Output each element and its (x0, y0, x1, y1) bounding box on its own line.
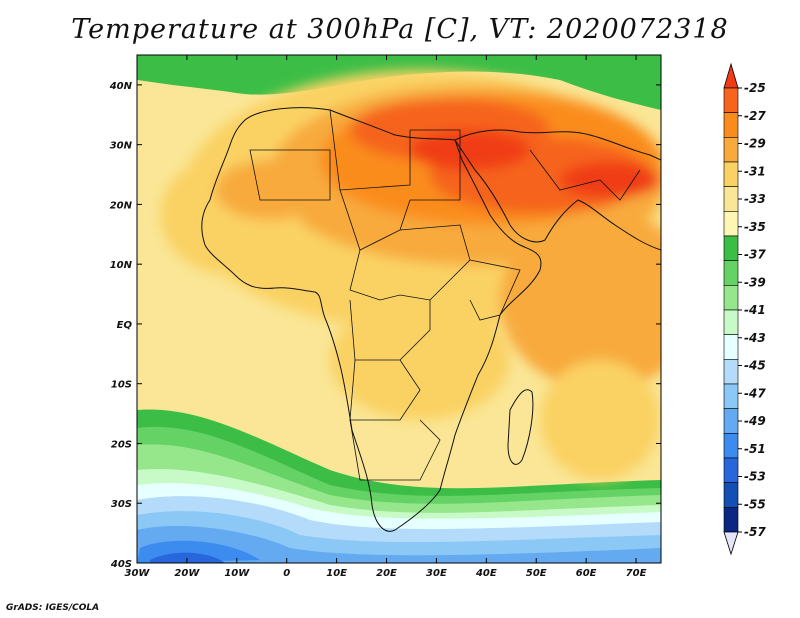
colorbar-label: -29 (744, 137, 766, 151)
temperature-field (137, 55, 661, 563)
lat-tick-label: 20S (111, 439, 132, 450)
colorbar-top-triangle (723, 62, 739, 89)
lat-tick-label: 30N (110, 141, 133, 152)
colorbar-swatch (723, 433, 739, 459)
band-minus-55 (150, 552, 225, 563)
map-frame (136, 54, 662, 564)
border-angola-zambia (349, 359, 421, 421)
lon-tick-label: 30W (125, 568, 151, 579)
colorbar-swatch (723, 482, 739, 508)
africa-coast (201, 107, 542, 532)
border-libya (329, 109, 411, 191)
colorbar: -25 -27 -29 -31 -33 -35 -37 -39 -41 -43 -45 -47 -49 -… (723, 62, 766, 556)
lat-tick-label: 10S (111, 380, 132, 391)
colorbar-swatch (723, 309, 739, 335)
border-sahara-west (249, 149, 331, 201)
colorbar-swatch (723, 507, 739, 533)
colorbar-bottom-triangle (723, 531, 739, 556)
colorbar-label: -39 (744, 275, 766, 289)
colorbar-label: -51 (744, 442, 766, 456)
lat-tick-label: 30S (111, 499, 132, 510)
lon-tick-label: 20W (174, 568, 200, 579)
lon-tick-label: 10E (326, 568, 347, 579)
lon-tick-label: 20E (376, 568, 397, 579)
colorbar-swatch (723, 211, 739, 237)
lon-tick-label: 0 (283, 568, 290, 579)
lon-tick-label: 60E (576, 568, 597, 579)
colorbar-label: -55 (744, 497, 766, 511)
colorbar-swatch (723, 112, 739, 138)
lat-axis: 40N 30N 20N 10N EQ 10S 20S 30S 40S (109, 81, 661, 570)
colorbar-label: -47 (744, 386, 766, 400)
lon-tick-label: 70E (626, 568, 647, 579)
lon-tick-label: 10W (224, 568, 250, 579)
colorbar-label: -33 (744, 192, 766, 206)
colorbar-swatch (723, 260, 739, 286)
colorbar-swatch (723, 334, 739, 360)
colorbar-label: -25 (744, 81, 766, 95)
border-east-africa (469, 259, 521, 321)
colorbar-label: -37 (744, 248, 766, 262)
chart-title: Temperature at 300hPa [C], VT: 202007231… (71, 14, 729, 45)
border-egypt (410, 129, 461, 201)
colorbar-label: -57 (744, 525, 766, 539)
colorbar-label: -31 (744, 164, 766, 178)
lon-tick-label: 30E (426, 568, 447, 579)
border-chad (339, 189, 411, 251)
colorbar-label: -35 (744, 220, 766, 234)
colorbar-label: -49 (744, 414, 766, 428)
lat-tick-label: 10N (110, 260, 133, 271)
colorbar-label: -53 (744, 470, 766, 484)
colorbar-swatch (723, 235, 739, 261)
colorbar-swatch (723, 186, 739, 212)
colorbar-label: -41 (744, 303, 766, 317)
colorbar-swatch (723, 137, 739, 163)
coastlines (201, 107, 661, 532)
lat-tick-label: 40S (110, 559, 132, 570)
colorbar-swatch (723, 383, 739, 409)
colorbar-label: -43 (744, 331, 766, 345)
colorbar-swatch (723, 87, 739, 113)
madagascar-coast (507, 389, 534, 465)
warm-core-group (160, 70, 661, 480)
band-north-minus-37 (137, 55, 661, 110)
lat-tick-label: 20N (110, 200, 133, 211)
border-iran-arabia (529, 149, 641, 201)
lat-tick-label: 40N (109, 81, 133, 92)
lon-tick-label: 50E (526, 568, 547, 579)
colorbar-swatch (723, 408, 739, 434)
border-car (349, 249, 401, 301)
credit-text: GrADS: IGES/COLA (6, 603, 100, 613)
colorbar-swatch (723, 285, 739, 311)
colorbar-label: -27 (744, 109, 766, 123)
colorbar-swatch (723, 359, 739, 385)
band-minus-51 (137, 526, 661, 563)
lat-tick-label: EQ (117, 320, 133, 331)
colorbar-swatch (723, 161, 739, 187)
colorbar-swatch (723, 457, 739, 483)
colorbar-label: -45 (744, 359, 766, 373)
border-southern (349, 419, 441, 481)
lon-tick-label: 40E (475, 568, 497, 579)
arabia-coast (454, 129, 661, 251)
lon-axis: 30W 20W 10W 0 10E 20E 30E 40E 50E 60E 70E (125, 55, 647, 579)
